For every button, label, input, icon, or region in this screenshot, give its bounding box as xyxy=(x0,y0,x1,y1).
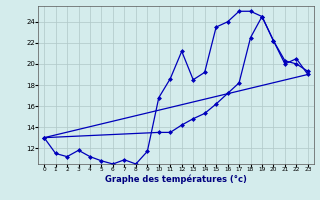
X-axis label: Graphe des températures (°c): Graphe des températures (°c) xyxy=(105,175,247,184)
